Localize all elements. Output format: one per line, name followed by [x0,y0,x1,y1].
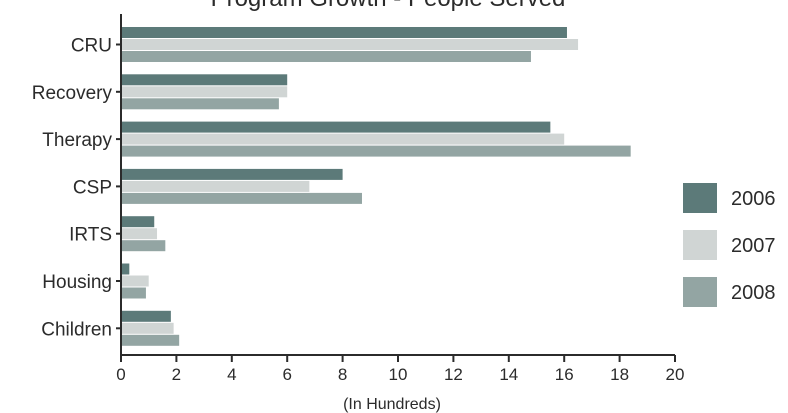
x-tick-label-0: 0 [116,365,125,384]
bar-therapy-2007 [121,133,565,145]
bar-csp-2007 [121,180,310,192]
category-label-csp: CSP [73,177,112,198]
bar-recovery-2008 [121,98,279,110]
x-tick-label-14: 14 [499,365,518,384]
bar-housing-2006 [121,263,130,275]
bar-cru-2008 [121,51,531,62]
category-labels: CRU Recovery Therapy CSP IRTS Housing Children [32,36,113,341]
category-label-therapy: Therapy [42,130,112,151]
legend-label-2006: 2006 [731,188,776,210]
bars-group [121,27,631,346]
bar-children-2007 [121,322,174,334]
category-label-children: Children [41,319,112,340]
x-tick-label-6: 6 [282,365,291,384]
x-tick-label-20: 20 [666,365,685,384]
x-tick-label-8: 8 [338,365,347,384]
bar-csp-2006 [121,168,343,180]
legend: 2006 2007 2008 [683,183,776,307]
bar-cru-2007 [121,39,579,50]
x-tick-label-2: 2 [172,365,181,384]
bar-therapy-2006 [121,121,551,133]
category-label-recovery: Recovery [32,83,113,104]
x-tick-label-16: 16 [555,365,574,384]
bar-irts-2006 [121,216,155,228]
chart-title: Program Growth - People Served [211,0,566,12]
bar-recovery-2007 [121,86,288,98]
bar-irts-2007 [121,228,158,240]
legend-swatch-2006 [683,183,717,213]
category-label-cru: CRU [71,36,112,57]
bar-housing-2008 [121,287,146,299]
bar-children-2008 [121,334,180,346]
bar-cru-2006 [121,27,567,38]
bar-children-2006 [121,310,171,322]
legend-swatch-2007 [683,230,717,260]
x-tick-label-4: 4 [227,365,236,384]
bar-therapy-2008 [121,145,631,157]
x-axis-title: (In Hundreds) [343,396,441,413]
legend-label-2007: 2007 [731,235,776,257]
legend-label-2008: 2008 [731,282,776,304]
category-label-housing: Housing [42,272,112,293]
bar-csp-2008 [121,192,362,204]
x-tick-label-18: 18 [610,365,629,384]
category-label-irts: IRTS [69,225,112,246]
x-tick-label-10: 10 [389,365,408,384]
bar-irts-2008 [121,240,166,252]
x-axis-ticks: 0 2 4 6 8 10 12 14 16 18 20 [116,43,685,384]
bar-recovery-2006 [121,74,288,86]
legend-swatch-2008 [683,277,717,307]
bar-housing-2007 [121,275,149,287]
x-tick-label-12: 12 [444,365,463,384]
